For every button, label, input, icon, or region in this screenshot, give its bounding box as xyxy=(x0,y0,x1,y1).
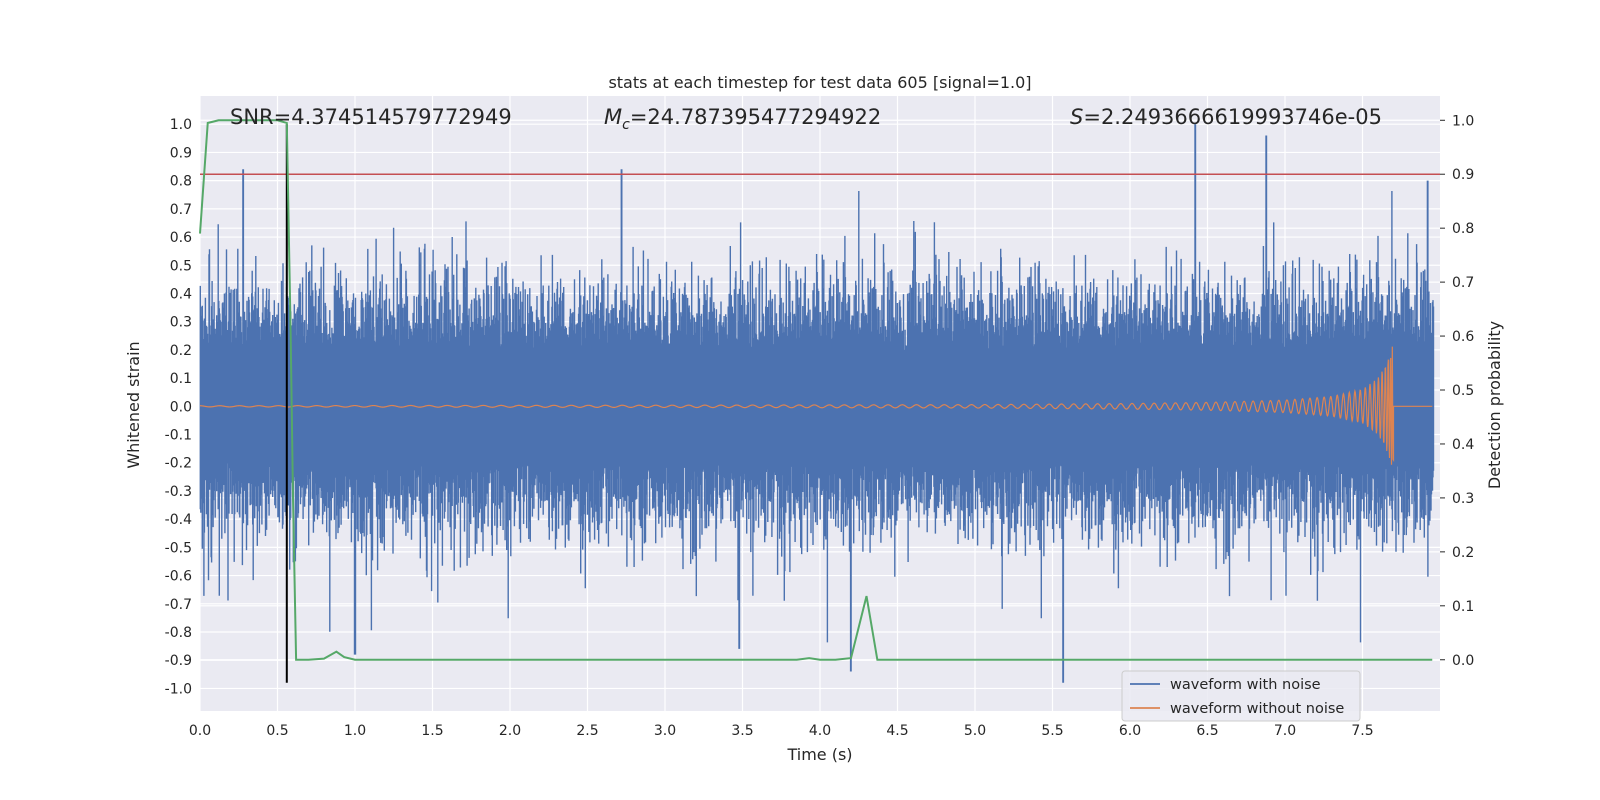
y-right-tick-label: 0.2 xyxy=(1452,545,1474,561)
y-right-tick-label: 1.0 xyxy=(1452,113,1474,129)
x-tick-label: 0.0 xyxy=(189,723,211,739)
y-tick-label: 0.5 xyxy=(170,258,192,274)
y-right-tick-label: 0.5 xyxy=(1452,383,1474,399)
y-tick-label: 0.6 xyxy=(170,230,192,246)
y-tick-label: 0.7 xyxy=(170,202,192,218)
x-tick-label: 5.0 xyxy=(964,723,986,739)
y-tick-label: -0.2 xyxy=(165,456,192,472)
x-tick-label: 7.5 xyxy=(1351,723,1373,739)
y-tick-label: -0.7 xyxy=(165,597,192,613)
y-axis-title: Whitened strain xyxy=(124,341,143,468)
chirp-mass-symbol: M xyxy=(604,105,622,129)
x-tick-label: 2.5 xyxy=(576,723,598,739)
y-tick-label: -1.0 xyxy=(165,681,192,697)
y-tick-label: 1.0 xyxy=(170,117,192,133)
y-tick-label: -0.4 xyxy=(165,512,192,528)
legend-label-noise: waveform with noise xyxy=(1170,677,1321,693)
chart-title: stats at each timestep for test data 605… xyxy=(608,73,1031,92)
x-tick-label: 6.0 xyxy=(1119,723,1141,739)
legend-label-clean: waveform without noise xyxy=(1170,701,1344,717)
x-tick-label: 4.0 xyxy=(809,723,831,739)
x-tick-label: 1.0 xyxy=(344,723,366,739)
x-tick-label: 3.5 xyxy=(731,723,753,739)
x-tick-label: 4.5 xyxy=(886,723,908,739)
y-tick-label: 0.3 xyxy=(170,315,192,331)
y-tick-label: -0.6 xyxy=(165,569,192,585)
legend-box xyxy=(1121,670,1361,722)
annotation-chirp-mass: Mc=24.787395477294922 xyxy=(604,105,881,133)
y-tick-label: -0.1 xyxy=(165,428,192,444)
x-tick-label: 7.0 xyxy=(1274,723,1296,739)
y-tick-label: 0.0 xyxy=(170,399,192,415)
legend: waveform with noise waveform without noi… xyxy=(1121,670,1361,722)
y-tick-label: 0.1 xyxy=(170,371,192,387)
x-axis-title: Time (s) xyxy=(786,745,852,764)
annotation-snr: SNR=4.374514579772949 xyxy=(230,105,512,129)
x-tick-label: 5.5 xyxy=(1041,723,1063,739)
y-right-tick-label: 0.9 xyxy=(1452,167,1474,183)
x-tick-label: 3.0 xyxy=(654,723,676,739)
y-tick-label: -0.8 xyxy=(165,625,192,641)
x-tick-label: 6.5 xyxy=(1196,723,1218,739)
s-value: =2.2493666619993746e-05 xyxy=(1083,105,1382,129)
x-tick-label: 2.0 xyxy=(499,723,521,739)
y-right-tick-label: 0.3 xyxy=(1452,491,1474,507)
x-tick-label: 0.5 xyxy=(266,723,288,739)
y-tick-label: -0.9 xyxy=(165,653,192,669)
y-right-tick-label: 0.0 xyxy=(1452,653,1474,669)
y-tick-label: 0.9 xyxy=(170,145,192,161)
y-tick-label: -0.5 xyxy=(165,540,192,556)
waveform-with-noise-line xyxy=(199,124,1435,683)
y-tick-label: 0.8 xyxy=(170,174,192,190)
detection-probability-line xyxy=(199,119,1433,661)
annotation-s: S=2.2493666619993746e-05 xyxy=(1070,105,1382,129)
y-right-tick-label: 0.7 xyxy=(1452,275,1474,291)
x-tick-label: 1.5 xyxy=(421,723,443,739)
chirp-mass-value: =24.787395477294922 xyxy=(630,105,881,129)
chirp-mass-subscript: c xyxy=(622,117,630,133)
y-right-tick-label: 0.1 xyxy=(1452,599,1474,615)
y-right-tick-label: 0.8 xyxy=(1452,221,1474,237)
s-symbol: S xyxy=(1070,105,1083,129)
reference-lines xyxy=(200,124,1440,683)
waveform-without-noise-line xyxy=(200,346,1433,465)
y-axis-right-title: Detection probability xyxy=(1485,321,1504,489)
y-tick-label: -0.3 xyxy=(165,484,192,500)
series-waveform-without-noise xyxy=(200,346,1433,465)
ticks: 0.0 0.5 1.0 1.5 2.0 2.5 3.0 3.5 4.0 4.5 5.0 5.5 6.0 6… xyxy=(165,113,1475,739)
y-tick-label: 0.2 xyxy=(170,343,192,359)
series-detection-probability xyxy=(199,119,1433,661)
y-right-tick-label: 0.4 xyxy=(1452,437,1474,453)
y-tick-label: 0.4 xyxy=(170,286,192,302)
y-right-tick-label: 0.6 xyxy=(1452,329,1474,345)
